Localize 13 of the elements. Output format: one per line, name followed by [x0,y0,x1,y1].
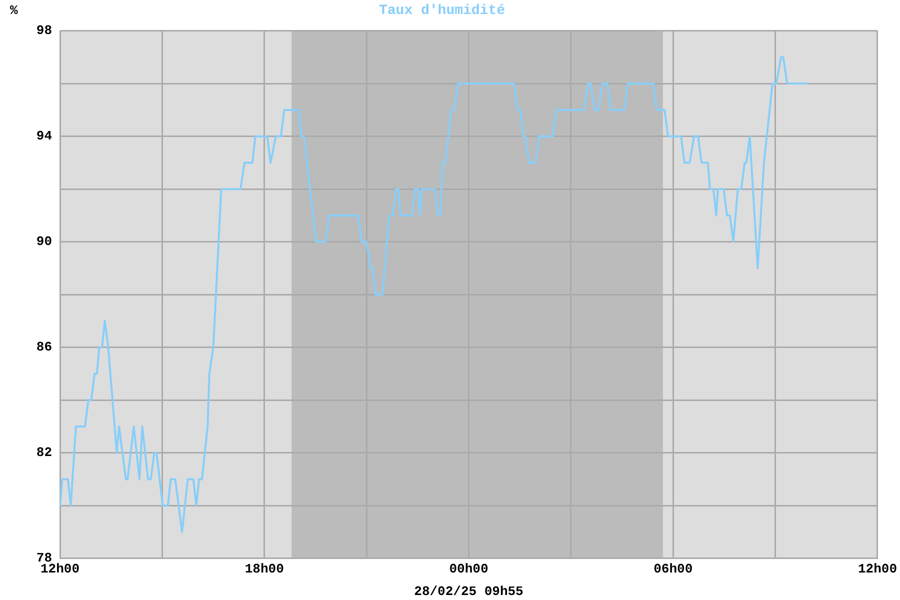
y-tick-label: 94 [36,128,52,144]
x-tick-label: 00h00 [449,561,488,576]
text: 28/02/25 09h55 [414,584,524,599]
x-tick-label: 12h00 [40,561,80,576]
y-tick-label: 98 [36,23,52,38]
x-tick-label: 18h00 [244,561,284,576]
y-tick-label: 86 [36,340,52,355]
x-tick-label: 06h00 [654,561,693,576]
y-tick-label: 90 [36,234,52,250]
y-tick-label: 82 [36,445,52,460]
chart-title: Taux d'humidité [378,2,506,19]
y-axis-title: % [10,2,18,18]
x-tick-label: 12h00 [858,561,898,576]
